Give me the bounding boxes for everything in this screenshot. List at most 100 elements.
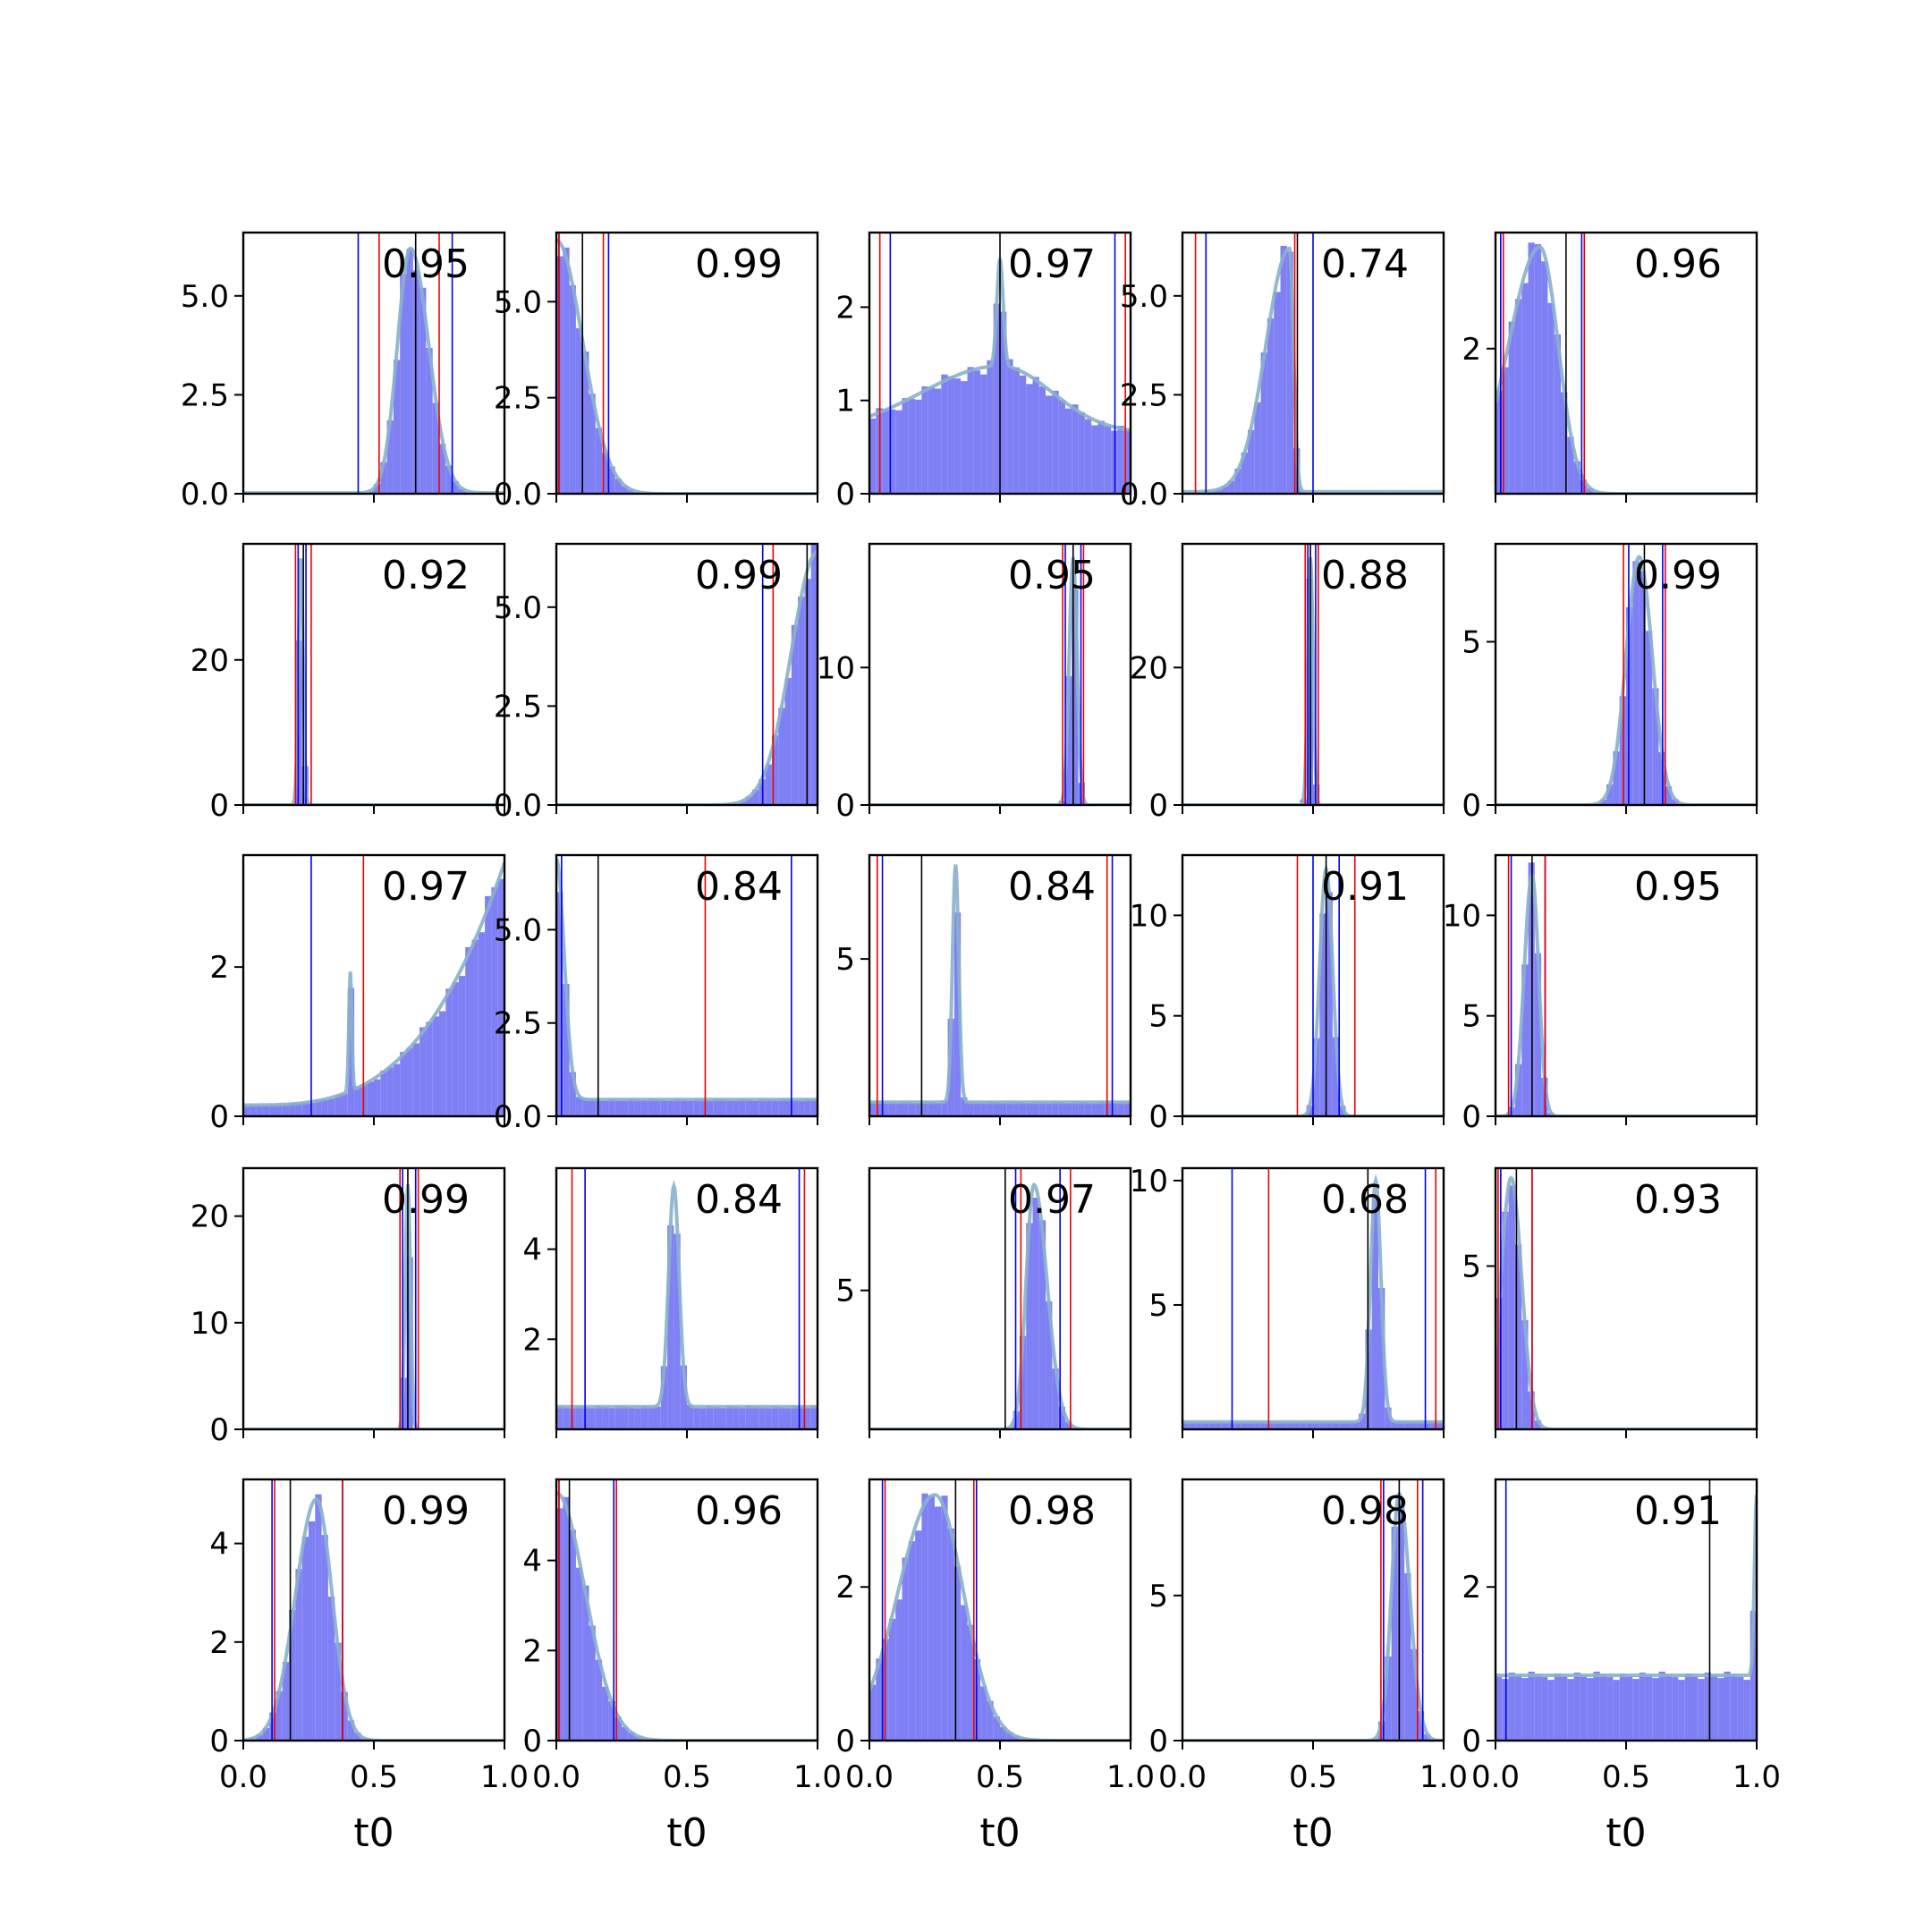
hist-bar [1254, 1421, 1261, 1429]
x-tick-label: 0.0 [845, 1759, 894, 1795]
plot-area [1182, 544, 1444, 805]
hist-bar [1019, 1102, 1027, 1116]
hist-bar [426, 1021, 433, 1116]
hist-bar [406, 1257, 413, 1429]
score-annotation: 0.98 [1321, 1488, 1409, 1534]
hist-bar [269, 1104, 276, 1116]
y-tick-label: 0 [1148, 788, 1168, 824]
hist-bar [262, 1106, 270, 1116]
hist-bar [335, 1642, 342, 1741]
hist-bar [1554, 334, 1561, 494]
hist-bar [1006, 1101, 1013, 1116]
hist-bar [680, 1365, 687, 1429]
hist-bar [295, 1569, 302, 1741]
hist-bar [752, 789, 759, 805]
hist-bar [1274, 1421, 1281, 1429]
hist-bar [693, 1098, 700, 1116]
hist-bar [961, 381, 968, 494]
hist-bar [699, 1099, 707, 1116]
hist-bar [739, 801, 746, 805]
hist-bar [713, 1407, 720, 1429]
hist-bar [458, 488, 466, 494]
hist-bar [765, 1408, 772, 1429]
kde-line [556, 858, 818, 1102]
y-tick-label: 10 [1130, 1164, 1168, 1199]
hist-bar [614, 1099, 622, 1116]
hist-bar [1391, 1526, 1398, 1741]
hist-bar [458, 976, 466, 1116]
y-tick-label: 0 [209, 1724, 229, 1759]
hist-bar [1006, 1732, 1013, 1741]
hist-bar [614, 1405, 622, 1429]
hist-bar [1234, 468, 1241, 494]
y-tick-label: 5 [1148, 1579, 1168, 1614]
hist-bar [1704, 1672, 1711, 1741]
hist-bar [888, 1102, 896, 1116]
hist-bar [921, 1101, 928, 1116]
hist-bar [256, 1105, 263, 1116]
hist-bar [1514, 1063, 1522, 1116]
hist-bar [582, 1097, 589, 1116]
hist-bar [374, 1079, 381, 1116]
subplot-5-5: 0.91 0 2 0.0 0.5 1.0 t0 [1462, 1478, 1781, 1856]
hist-bar [810, 544, 818, 805]
hist-bar [706, 1100, 714, 1116]
hist-bar [465, 946, 472, 1116]
y-tick-label: 2.5 [1120, 377, 1168, 413]
hist-bar [595, 1659, 603, 1741]
hist-bar [602, 1100, 609, 1116]
hist-bar [778, 708, 785, 805]
hist-bar [1606, 784, 1614, 805]
hist-bar [634, 1736, 641, 1741]
hist-bar [953, 1566, 962, 1741]
hist-bar [987, 360, 994, 494]
hist-bar [1215, 1421, 1222, 1429]
hist-bar [1274, 292, 1281, 494]
hist-bar [1534, 953, 1542, 1116]
hist-bar [1097, 1101, 1105, 1116]
y-tick-label: 10 [1130, 898, 1168, 934]
hist-bar [406, 249, 413, 494]
hist-bar [1496, 1676, 1503, 1741]
subplot-2-1: 0.92 0 20 [191, 542, 506, 824]
hist-bar [1046, 1103, 1053, 1116]
hist-bar [640, 1406, 648, 1429]
score-annotation: 0.95 [382, 242, 470, 287]
hist-bar [980, 1686, 987, 1741]
kde-line [869, 864, 1131, 1105]
hist-bar [869, 1102, 877, 1116]
hist-bar [1632, 561, 1640, 805]
hist-bar [243, 1106, 250, 1116]
hist-bar [1554, 1673, 1561, 1741]
score-annotation: 0.88 [1321, 553, 1409, 598]
plot-area [869, 233, 1131, 494]
kde-line [1182, 1174, 1444, 1424]
x-tick-label: 0.5 [1602, 1759, 1650, 1795]
hist-bar [713, 1098, 720, 1116]
hist-bar [380, 462, 387, 494]
hist-bar [1038, 386, 1046, 494]
hist-bar [301, 1103, 309, 1116]
hist-bar [1052, 1101, 1059, 1116]
hist-bar [784, 678, 792, 805]
hist-bar [563, 984, 570, 1116]
hist-bar [1313, 1421, 1320, 1429]
hist-bar [674, 1233, 681, 1429]
x-tick-label: 0.5 [663, 1759, 711, 1795]
hist-bar [1606, 1677, 1614, 1741]
hist-bar [725, 1099, 733, 1116]
hist-bar [1547, 1680, 1555, 1741]
hist-bar [1710, 1675, 1718, 1741]
hist-bar [660, 1099, 668, 1116]
hist-bar [1417, 1422, 1425, 1429]
hist-bar [1195, 1422, 1202, 1429]
subplot-3-2: 0.84 0.0 2.5 5.0 [494, 853, 819, 1135]
plot-area [556, 233, 818, 494]
subplot-5-1: 0.99 0 2 4 0.0 0.5 1.0 t0 [209, 1478, 529, 1856]
hist-bar [393, 1063, 401, 1116]
kde-line [1496, 555, 1757, 805]
hist-bar [725, 1405, 733, 1429]
subplot-1-4: 0.74 0.0 2.5 5.0 [1120, 231, 1445, 513]
hist-bar [654, 1406, 661, 1429]
y-tick-label: 0 [1148, 1724, 1168, 1759]
